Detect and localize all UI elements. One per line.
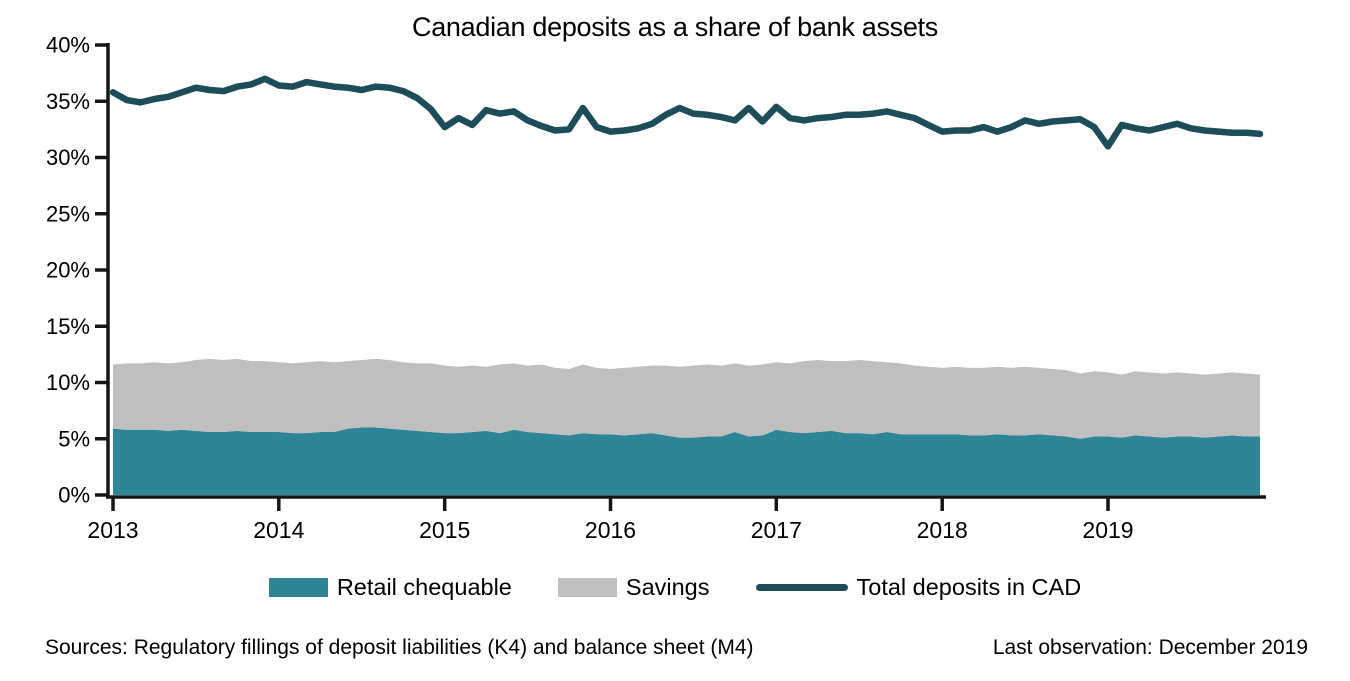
legend-item-total-deposits: Total deposits in CAD [755, 574, 1082, 601]
legend-item-retail-chequable: Retail chequable [268, 574, 512, 601]
x-tick-label: 2019 [1082, 517, 1133, 543]
line-total-deposits-in-cad [109, 75, 1264, 150]
x-tick-label: 2015 [419, 517, 470, 543]
chart-title: Canadian deposits as a share of bank ass… [412, 12, 938, 42]
y-tick-label: 5% [58, 426, 90, 451]
y-tick-label: 40% [46, 33, 90, 58]
savings-swatch-icon [557, 578, 617, 597]
x-tick-label: 2016 [585, 517, 636, 543]
y-axis-labels: 0% 5% 10% 15% 20% 25% 30% 35% 40% [46, 33, 90, 508]
legend-item-savings: Savings [557, 574, 710, 601]
y-tick-label: 25% [46, 201, 90, 226]
x-tick-label: 2017 [751, 517, 802, 543]
x-tick-label: 2013 [87, 517, 138, 543]
legend-label-total-deposits: Total deposits in CAD [856, 574, 1082, 600]
axis-tick-marks [95, 43, 1110, 511]
footer-notes: Sources: Regulatory fillings of deposit … [0, 636, 1350, 660]
last-observation-note: Last observation: December 2019 [992, 636, 1308, 659]
y-tick-label: 10% [46, 370, 90, 395]
total-deposits-line-swatch-icon [755, 583, 848, 592]
x-tick-label: 2018 [917, 517, 968, 543]
y-tick-label: 0% [58, 483, 90, 508]
sources-note: Sources: Regulatory fillings of deposit … [45, 636, 754, 659]
legend: Retail chequable Savings Total deposits … [0, 574, 1350, 601]
x-axis-labels: 2013 2014 2015 2016 2017 2018 2019 [87, 517, 1133, 543]
y-tick-label: 20% [46, 258, 90, 283]
deposits-chart-canvas: 0%5%10%15%20%25%30%35%40% 2013 2014 2015 20… [46, 33, 1266, 543]
y-tick-label: 15% [46, 314, 90, 339]
legend-label-retail-chequable: Retail chequable [336, 574, 512, 600]
area-retail-chequable [113, 427, 1260, 495]
x-tick-label: 2014 [253, 517, 304, 543]
retail-chequable-swatch-icon [268, 578, 328, 597]
y-tick-label: 30% [46, 145, 90, 170]
legend-label-savings: Savings [625, 574, 710, 600]
y-tick-label: 35% [46, 89, 90, 114]
area-savings [113, 358, 1260, 439]
